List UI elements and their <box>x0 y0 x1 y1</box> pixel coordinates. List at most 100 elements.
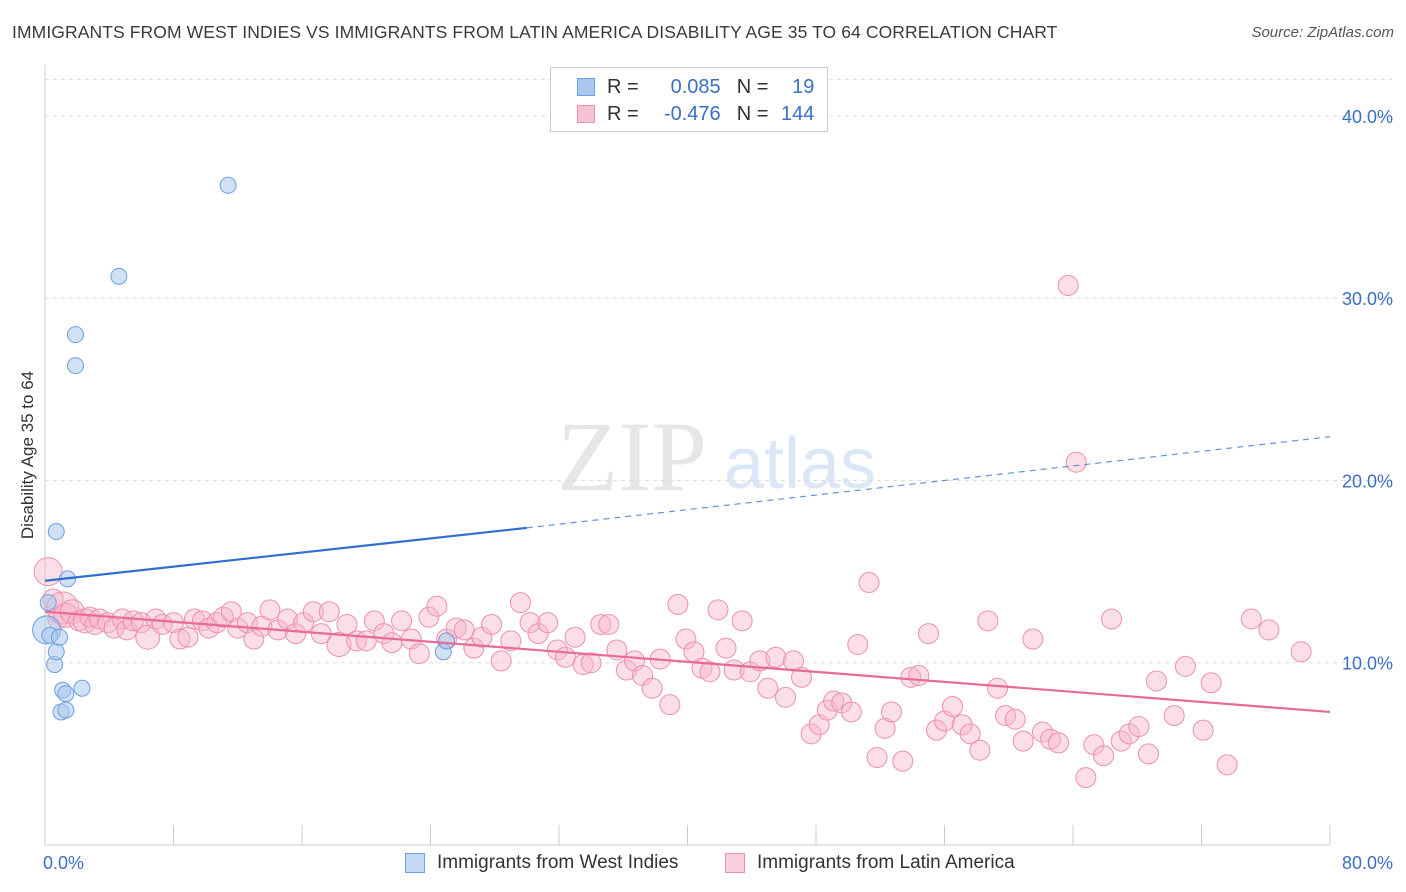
data-point-latin-america <box>519 612 541 634</box>
data-point-latin-america <box>509 592 531 614</box>
data-point-latin-america <box>59 599 85 625</box>
data-point-west-indies <box>47 643 65 661</box>
data-point-latin-america <box>866 747 888 769</box>
data-point-latin-america <box>326 632 352 658</box>
data-point-latin-america <box>791 666 813 688</box>
data-point-latin-america <box>1075 767 1097 789</box>
data-point-latin-america <box>426 595 448 617</box>
data-point-latin-america <box>590 613 612 635</box>
data-point-latin-america <box>749 650 771 672</box>
data-point-latin-america <box>942 695 964 717</box>
y-tick-label: 20.0% <box>1342 471 1393 491</box>
data-point-west-indies <box>39 594 57 612</box>
correlation-legend: R = 0.085 N = 19 R = -0.476 N = 144 <box>550 67 828 132</box>
data-point-west-indies <box>438 632 456 650</box>
data-point-latin-america <box>206 612 228 634</box>
data-point-latin-america <box>823 690 845 712</box>
data-point-latin-america <box>707 599 729 621</box>
data-point-west-indies <box>57 685 75 703</box>
data-point-latin-america <box>1163 705 1185 727</box>
data-point-latin-america <box>840 701 862 723</box>
watermark-atlas: atlas <box>724 424 876 504</box>
data-point-west-indies <box>67 357 85 375</box>
data-point-latin-america <box>1258 619 1280 641</box>
data-point-latin-america <box>418 606 440 628</box>
data-point-latin-america <box>667 593 689 615</box>
data-point-latin-america <box>1012 730 1034 752</box>
y-tick-label: 40.0% <box>1342 107 1393 127</box>
data-point-latin-america <box>892 750 914 772</box>
data-point-latin-america <box>699 661 721 683</box>
data-point-latin-america <box>731 610 753 632</box>
y-tick-label: 10.0% <box>1342 654 1393 674</box>
data-point-latin-america <box>481 613 503 635</box>
data-point-latin-america <box>169 628 191 650</box>
data-point-latin-america <box>1137 743 1159 765</box>
chart-title: IMMIGRANTS FROM WEST INDIES VS IMMIGRANT… <box>12 22 1058 42</box>
data-point-latin-america <box>715 637 737 659</box>
data-point-latin-america <box>880 701 902 723</box>
legend-label-west-indies: Immigrants from West Indies <box>437 852 679 873</box>
data-point-latin-america <box>615 659 637 681</box>
data-point-latin-america <box>757 677 779 699</box>
data-point-latin-america <box>554 646 576 668</box>
legend-swatch-blue <box>577 78 595 96</box>
data-point-latin-america <box>285 623 307 645</box>
legend-row-latin-america: R = -0.476 N = 144 <box>577 101 814 127</box>
trendline-west-indies <box>44 526 527 582</box>
y-tick-label: 30.0% <box>1342 289 1393 309</box>
data-point-west-indies <box>50 628 68 646</box>
data-point-latin-america <box>564 626 586 648</box>
data-point-west-indies <box>47 523 65 541</box>
series-legend: Immigrants from West Indies Immigrants f… <box>0 852 1406 878</box>
data-point-latin-america <box>259 599 281 621</box>
data-point-latin-america <box>847 634 869 656</box>
data-point-latin-america <box>765 646 787 668</box>
data-point-latin-america <box>490 650 512 672</box>
data-point-west-indies <box>57 701 75 719</box>
data-point-latin-america <box>177 626 199 648</box>
series-latin-america <box>33 274 1312 789</box>
data-point-latin-america <box>1093 745 1115 767</box>
watermark-zip: ZIP <box>557 401 707 512</box>
legend-r-label: R = <box>607 102 639 125</box>
data-point-latin-america <box>917 623 939 645</box>
data-point-latin-america <box>1065 451 1087 473</box>
gridlines <box>45 79 1392 664</box>
data-point-west-indies <box>67 326 85 344</box>
data-point-latin-america <box>1004 708 1026 730</box>
legend-n-label: N = <box>736 75 769 98</box>
data-point-latin-america <box>580 652 602 674</box>
data-point-latin-america <box>302 601 324 623</box>
data-point-latin-america <box>675 628 697 650</box>
data-point-latin-america <box>874 717 896 739</box>
data-point-latin-america <box>1101 608 1123 630</box>
data-point-latin-america <box>463 637 485 659</box>
x-tick-label: 80.0% <box>1342 853 1393 873</box>
data-point-latin-america <box>1057 274 1079 296</box>
data-point-latin-america <box>959 723 981 745</box>
data-point-latin-america <box>900 666 922 688</box>
data-point-latin-america <box>1022 628 1044 650</box>
data-point-latin-america <box>391 610 413 632</box>
data-point-latin-america <box>1240 608 1262 630</box>
data-point-latin-america <box>408 643 430 665</box>
data-point-latin-america <box>1200 672 1222 694</box>
trendlines <box>44 436 1331 714</box>
legend-n-value: 144 <box>781 102 815 125</box>
legend-r-value: 0.085 <box>670 75 721 98</box>
data-point-latin-america <box>858 572 880 594</box>
data-point-latin-america <box>800 723 822 745</box>
data-point-latin-america <box>1031 721 1053 743</box>
data-point-west-indies <box>219 176 237 194</box>
legend-row-west-indies: R = 0.085 N = 19 <box>577 74 814 100</box>
legend-r-value: -0.476 <box>663 102 721 125</box>
data-point-latin-america <box>951 714 973 736</box>
legend-n-value: 19 <box>792 75 815 98</box>
trendline-latin-america <box>44 610 1331 714</box>
x-tick-label: 0.0% <box>43 853 84 873</box>
data-point-latin-america <box>1048 732 1070 754</box>
data-point-latin-america <box>537 612 559 634</box>
data-point-latin-america <box>1290 641 1312 663</box>
